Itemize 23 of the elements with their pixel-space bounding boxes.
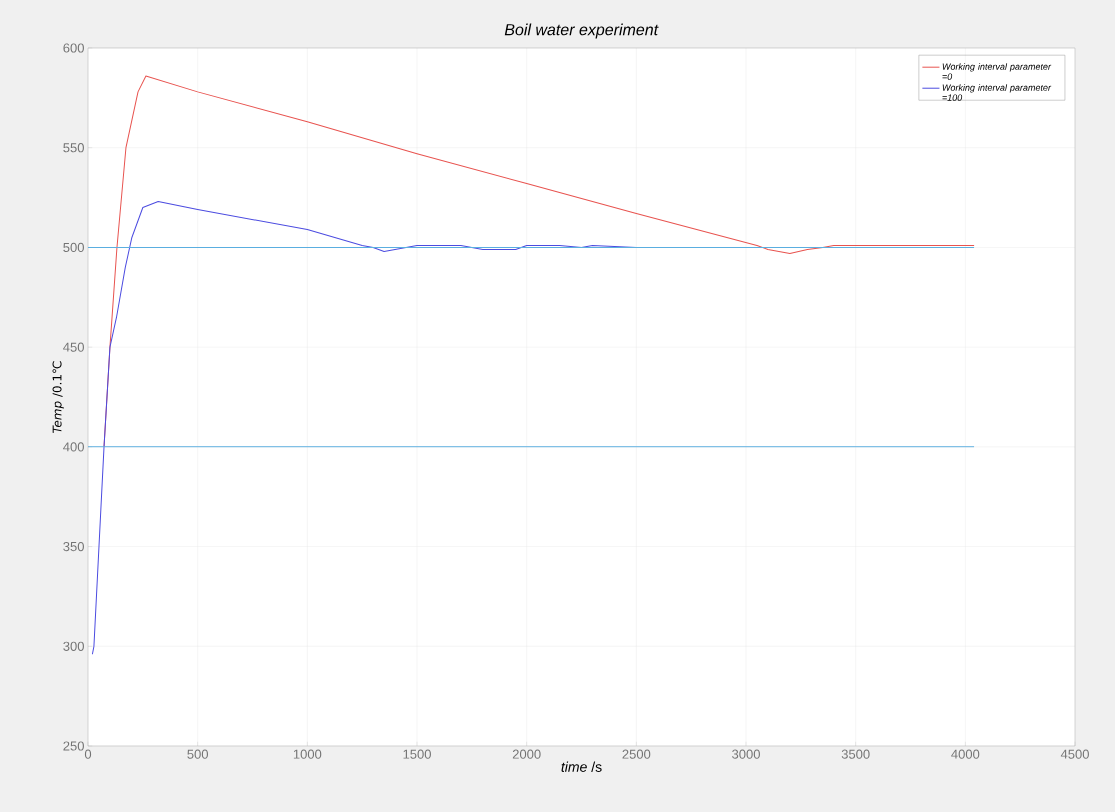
legend-label: Working interval parameter =0	[942, 63, 1052, 80]
x-tick-label: 3000	[732, 749, 760, 759]
x-tick-label: 0	[84, 749, 92, 759]
x-tick-label: 2500	[622, 749, 651, 759]
y-tick-label: 450	[63, 342, 84, 352]
y-axis-title: Temp /0.1℃	[52, 361, 64, 433]
x-axis-title: time /s	[561, 761, 602, 772]
x-tick-label: 4000	[951, 749, 980, 759]
x-tick-label: 3500	[841, 749, 870, 759]
x-tick-label: 500	[187, 749, 209, 759]
x-tick-label: 1000	[293, 749, 322, 759]
y-tick-label: 250	[63, 741, 84, 751]
x-tick-label: 1500	[403, 749, 431, 759]
x-tick-label: 2000	[512, 749, 541, 759]
y-tick-label: 550	[63, 143, 84, 153]
legend-label: Working interval parameter =100	[942, 84, 1052, 101]
y-tick-label: 600	[63, 43, 84, 53]
y-tick-label: 500	[63, 242, 84, 253]
y-tick-label: 300	[63, 641, 84, 651]
y-tick-label: 350	[63, 541, 84, 552]
y-tick-label: 400	[63, 442, 84, 452]
x-tick-label: 4500	[1060, 749, 1089, 759]
chart-title: Boil water experiment	[504, 23, 659, 39]
